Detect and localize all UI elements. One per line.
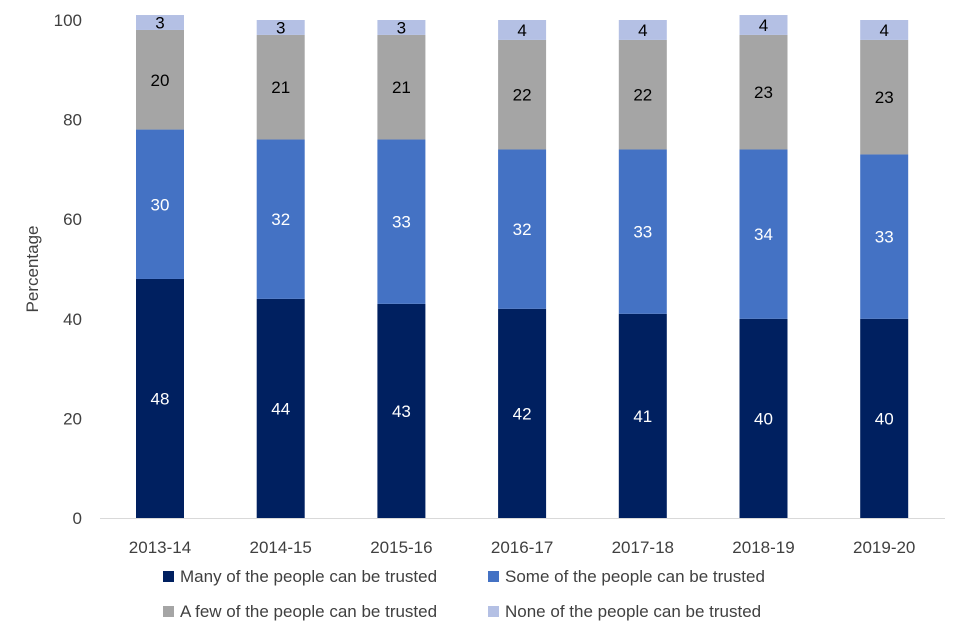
bar-segment (618, 39, 667, 150)
data-label: 4 (517, 21, 526, 40)
data-label: 32 (271, 210, 290, 229)
bars: 4830203443221343332134232224413322440342… (136, 13, 909, 518)
x-axis: 2013-14 2014-15 2015-16 2016-17 2017-18 2018-… (129, 538, 916, 557)
legend-item: None of the people can be trusted (488, 602, 761, 621)
data-label: 23 (754, 83, 773, 102)
y-tick-label: 60 (63, 210, 82, 229)
bar-stack-2018-19: 40 34 23 4 (739, 15, 788, 518)
data-label: 40 (754, 409, 773, 428)
bar-segment (256, 34, 305, 140)
legend: Many of the people can be trusted Some of… (163, 567, 765, 621)
y-axis-label: Percentage (23, 226, 42, 313)
x-tick-label: 2014-15 (250, 538, 312, 557)
bar-segment (256, 298, 305, 518)
bar-segment (136, 129, 184, 279)
bar-segment (860, 318, 909, 518)
bar-segment (618, 313, 667, 518)
bar-segment (618, 149, 667, 314)
data-label: 4 (879, 21, 888, 40)
legend-label: Many of the people can be trusted (180, 567, 437, 586)
bar-segment (739, 15, 788, 35)
bar-segment (498, 39, 547, 150)
bar-segment (377, 303, 426, 518)
bar-segment (256, 20, 305, 35)
data-label: 32 (513, 220, 532, 239)
bar-segment (739, 149, 788, 319)
data-label: 43 (392, 402, 411, 421)
data-label: 44 (271, 399, 290, 418)
bar-segment (377, 139, 426, 304)
data-label: 4 (759, 16, 768, 35)
x-tick-label: 2015-16 (370, 538, 432, 557)
legend-label: None of the people can be trusted (505, 602, 761, 621)
data-label: 3 (276, 18, 285, 37)
data-label: 22 (633, 86, 652, 105)
bar-segment (498, 20, 547, 40)
y-tick-label: 20 (63, 409, 82, 428)
bar-segment (618, 20, 667, 40)
data-label: 20 (151, 71, 170, 90)
data-label: 33 (875, 228, 894, 247)
bar-segment (136, 15, 184, 30)
data-label: 48 (151, 389, 170, 408)
y-tick-label: 80 (63, 111, 82, 130)
legend-swatch (488, 606, 499, 617)
data-label: 21 (392, 78, 411, 97)
legend-label: A few of the people can be trusted (180, 602, 437, 621)
data-label: 22 (513, 86, 532, 105)
bar-segment (498, 149, 547, 309)
data-label: 23 (875, 88, 894, 107)
bar-segment (136, 278, 184, 518)
legend-swatch (163, 606, 174, 617)
y-tick-label: 40 (63, 310, 82, 329)
legend-swatch (488, 571, 499, 582)
bar-segment (377, 20, 426, 35)
data-label: 41 (633, 407, 652, 426)
bar-stack-2017-18: 41 33 22 4 (618, 20, 667, 518)
x-tick-label: 2013-14 (129, 538, 191, 557)
bar-stack-2019-20: 40 33 23 4 (860, 20, 909, 518)
bar-segment (860, 154, 909, 319)
bar-segment (739, 34, 788, 150)
bar-segment (377, 34, 426, 140)
x-tick-label: 2019-20 (853, 538, 915, 557)
data-label: 3 (397, 18, 406, 37)
y-tick-label: 0 (73, 509, 82, 528)
bar-stack-2013-14: 48 30 20 3 (136, 13, 184, 518)
x-tick-label: 2018-19 (732, 538, 794, 557)
legend-item: Some of the people can be trusted (488, 567, 765, 586)
data-label: 3 (155, 13, 164, 32)
bar-stack-2016-17: 42 32 22 4 (498, 20, 547, 518)
legend-label: Some of the people can be trusted (505, 567, 765, 586)
data-label: 30 (151, 195, 170, 214)
data-label: 40 (875, 409, 894, 428)
data-label: 21 (271, 78, 290, 97)
legend-swatch (163, 571, 174, 582)
y-tick-label: 100 (54, 11, 82, 30)
data-label: 4 (638, 21, 647, 40)
bar-stack-2015-16: 43 33 21 3 (377, 18, 426, 518)
bar-segment (256, 139, 305, 299)
data-label: 33 (392, 213, 411, 232)
data-label: 42 (513, 404, 532, 423)
x-tick-label: 2017-18 (612, 538, 674, 557)
bar-segment (739, 318, 788, 518)
data-label: 33 (633, 223, 652, 242)
bar-segment (860, 20, 909, 40)
legend-item: Many of the people can be trusted (163, 567, 437, 586)
bar-segment (498, 308, 547, 518)
y-axis: 0 20 40 60 80 100 (54, 11, 82, 528)
x-tick-label: 2016-17 (491, 538, 553, 557)
bar-segment (860, 39, 909, 155)
legend-item: A few of the people can be trusted (163, 602, 437, 621)
bar-segment (136, 29, 184, 130)
data-label: 34 (754, 225, 773, 244)
bar-stack-2014-15: 44 32 21 3 (256, 18, 305, 518)
